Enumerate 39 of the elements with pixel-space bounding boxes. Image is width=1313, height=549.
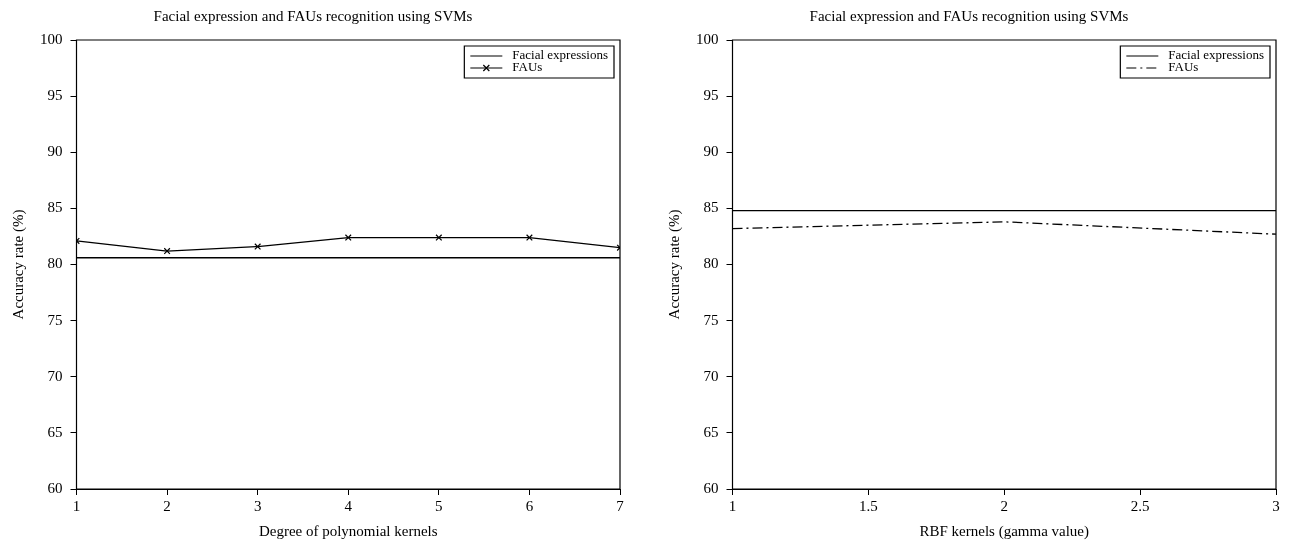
- x-tick-label: 2.5: [1130, 497, 1150, 514]
- x-tick-label: 5: [435, 497, 443, 514]
- y-tick-label: 80: [47, 255, 63, 272]
- y-tick-label: 60: [47, 479, 63, 496]
- y-tick-label: 85: [703, 199, 719, 216]
- chart-title: Facial expression and FAUs recognition using SVMs: [809, 7, 1129, 24]
- y-tick-label: 65: [47, 423, 63, 440]
- x-tick-label: 1: [72, 497, 81, 514]
- y-tick-label: 75: [47, 311, 63, 328]
- y-tick-label: 70: [703, 367, 719, 384]
- point: [344, 234, 352, 241]
- y-tick-label: 85: [47, 199, 63, 216]
- y-tick-label: 95: [47, 87, 63, 104]
- y-axis-title: Accuracy rate (%): [9, 209, 27, 320]
- x-tick-label: 4: [344, 497, 353, 514]
- x-tick-label: 1: [728, 497, 737, 514]
- x-tick-label: 3: [253, 497, 262, 514]
- point: [435, 234, 443, 241]
- y-tick-label: 75: [703, 311, 719, 328]
- y-tick-label: 90: [47, 143, 63, 160]
- point: [254, 243, 262, 250]
- chart-title: Facial expression and FAUs recognition using SVMs: [153, 7, 473, 24]
- x-tick-label: 1.5: [859, 497, 878, 514]
- x-axis-title: Degree of polynomial kernels: [258, 522, 438, 539]
- y-tick-label: 90: [703, 143, 719, 160]
- x-tick-label: 3: [1272, 497, 1280, 514]
- y-tick-label: 100: [696, 30, 719, 47]
- y-tick-label: 80: [703, 255, 719, 272]
- x-tick-label: 2: [163, 497, 171, 514]
- y-tick-label: 70: [47, 367, 63, 384]
- y-tick-label: 60: [703, 479, 719, 496]
- y-tick-label: 95: [703, 87, 719, 104]
- x-tick-label: 7: [616, 497, 625, 514]
- x-tick-label: 6: [525, 497, 534, 514]
- y-axis-title: Accuracy rate (%): [665, 209, 683, 320]
- y-tick-label: 65: [703, 423, 719, 440]
- x-axis-title: RBF kernels (gamma value): [919, 522, 1090, 540]
- x-tick-label: 2: [1000, 497, 1008, 514]
- y-tick-label: 100: [40, 30, 63, 47]
